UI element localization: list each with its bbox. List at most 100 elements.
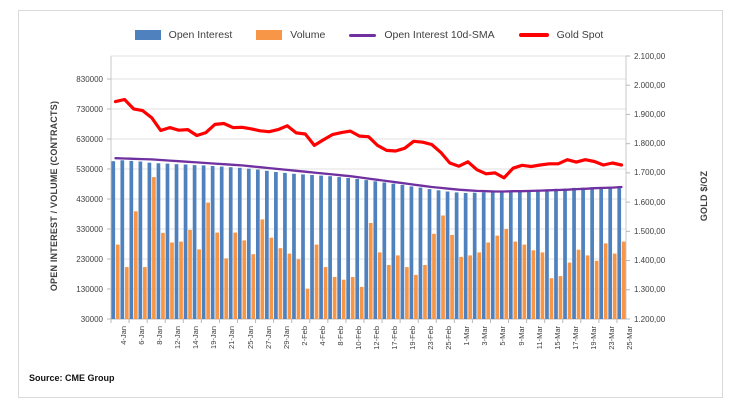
x-tick-label: 19-Jan xyxy=(209,326,219,349)
volume-bar xyxy=(549,278,554,319)
right-tick-label: 2.000,00 xyxy=(634,80,666,90)
volume-bar xyxy=(423,265,427,319)
left-tick-label: 30000 xyxy=(80,314,103,324)
open-interest-bar xyxy=(373,181,378,319)
open-interest-bar xyxy=(418,187,423,319)
x-tick-label: 10-Feb xyxy=(353,326,363,350)
legend-item: Volume xyxy=(256,29,325,41)
open-interest-bar xyxy=(237,167,242,319)
open-interest-bar xyxy=(454,192,459,319)
open-interest-bar xyxy=(165,163,170,319)
right-tick-label: 1.700,00 xyxy=(634,168,666,178)
legend-label: Gold Spot xyxy=(556,29,604,41)
open-interest-bar xyxy=(581,187,585,319)
volume-bar xyxy=(179,241,183,319)
legend-label: Open Interest xyxy=(168,29,233,41)
volume-bar xyxy=(558,276,563,319)
legend-swatch-icon xyxy=(518,32,549,38)
volume-bar xyxy=(368,223,373,319)
x-tick-label: 2-Feb xyxy=(299,326,309,346)
open-interest-bar xyxy=(527,190,531,319)
x-tick-label: 12-Jan xyxy=(173,326,183,349)
right-tick-label: 1.400,00 xyxy=(634,256,666,266)
volume-bar xyxy=(405,267,409,319)
x-tick-label: 15-Mar xyxy=(552,326,562,350)
open-interest-bar xyxy=(445,191,450,319)
right-tick-label: 1.200,00 xyxy=(634,314,666,324)
open-interest-bar xyxy=(201,165,206,319)
open-interest-bar xyxy=(129,160,134,319)
volume-bar xyxy=(296,259,301,319)
open-interest-bar xyxy=(346,178,351,319)
left-tick-label: 430000 xyxy=(76,194,103,204)
x-tick-label: 14-Jan xyxy=(191,326,201,349)
volume-bar xyxy=(188,229,192,319)
open-interest-bar xyxy=(599,187,604,319)
left-tick-label: 130000 xyxy=(76,284,103,294)
volume-bar xyxy=(115,244,120,319)
open-interest-bar xyxy=(156,163,161,319)
open-interest-bar xyxy=(319,175,323,319)
open-interest-bar xyxy=(138,161,143,319)
sma-line xyxy=(114,157,623,193)
open-interest-bar xyxy=(427,189,432,319)
legend: Open Interest Volume Open Interest 10d-SMA… xyxy=(59,25,679,45)
open-interest-bar xyxy=(554,188,558,319)
legend-label: Volume xyxy=(290,29,326,41)
legend-item: Gold Spot xyxy=(518,29,604,41)
open-interest-bar xyxy=(590,187,594,319)
volume-bar xyxy=(323,267,328,319)
volume-bar xyxy=(540,252,545,319)
open-interest-bar xyxy=(364,180,369,319)
volume-bar xyxy=(233,232,238,319)
x-tick-label: 1-Mar xyxy=(462,326,472,346)
open-interest-bar xyxy=(310,175,314,319)
x-tick-label: 17-Feb xyxy=(390,326,400,350)
volume-bar xyxy=(432,233,436,319)
volume-bar xyxy=(161,232,165,319)
open-interest-bar xyxy=(174,164,179,319)
left-tick-label: 730000 xyxy=(76,104,103,114)
left-tick-label: 230000 xyxy=(76,254,103,264)
volume-bar xyxy=(377,252,382,319)
open-interest-bar xyxy=(400,184,405,319)
right-tick-label: 1.300,00 xyxy=(634,285,666,295)
volume-bar xyxy=(396,255,400,319)
volume-bar xyxy=(468,255,472,319)
left-tick-label: 630000 xyxy=(76,134,103,144)
left-tick-label: 830000 xyxy=(76,74,103,84)
volume-bar xyxy=(197,249,201,319)
chart-frame: Open Interest Volume Open Interest 10d-SMA… xyxy=(18,10,723,398)
open-interest-bar xyxy=(436,190,441,319)
volume-bar xyxy=(477,252,482,319)
volume-bar xyxy=(269,237,274,319)
open-interest-bar xyxy=(517,190,522,319)
x-tick-label: 19-Feb xyxy=(408,326,418,350)
volume-bar xyxy=(486,242,491,319)
volume-bar xyxy=(305,288,310,319)
gold-spot-line xyxy=(113,97,624,180)
x-tick-label: 17-Mar xyxy=(570,326,580,350)
volume-bar xyxy=(350,277,355,319)
legend-swatch-icon xyxy=(256,30,283,40)
open-interest-bar xyxy=(463,193,468,319)
open-interest-bar xyxy=(572,187,576,319)
open-interest-bar xyxy=(274,172,278,319)
open-interest-bar xyxy=(301,174,305,319)
open-interest-bar xyxy=(536,189,540,319)
x-tick-label: 8-Feb xyxy=(335,326,345,346)
open-interest-bar xyxy=(228,167,233,319)
volume-bar xyxy=(332,277,337,319)
x-tick-label: 25-Mar xyxy=(624,326,634,350)
open-interest-bar xyxy=(219,166,224,319)
right-tick-label: 2.100,00 xyxy=(634,51,666,61)
open-interest-bar xyxy=(617,186,622,319)
x-tick-label: 12-Feb xyxy=(372,326,381,350)
volume-bar xyxy=(260,219,265,319)
volume-bar xyxy=(621,241,626,319)
volume-bar xyxy=(513,241,518,319)
x-tick-label: 23-Feb xyxy=(426,326,436,350)
open-interest-bar xyxy=(508,190,513,319)
x-tick-label: 27-Jan xyxy=(263,326,273,349)
